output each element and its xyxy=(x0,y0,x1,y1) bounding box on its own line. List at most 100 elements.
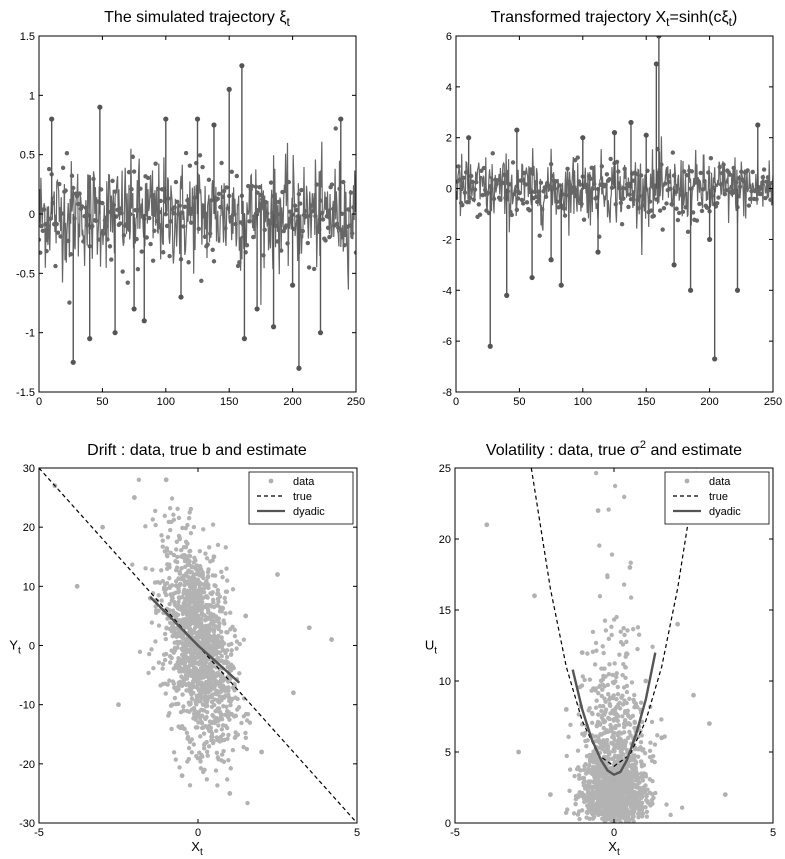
trajectory-marker xyxy=(58,234,63,239)
data-point xyxy=(566,734,571,740)
trajectory-marker xyxy=(670,150,676,155)
data-point xyxy=(619,695,624,700)
data-point xyxy=(170,592,175,597)
data-point xyxy=(217,684,223,689)
data-point xyxy=(241,744,246,750)
data-point xyxy=(606,789,611,795)
trajectory-marker xyxy=(82,213,87,219)
spike-marker xyxy=(687,287,694,293)
data-point xyxy=(197,572,202,577)
data-point xyxy=(649,719,655,725)
plot-data-group xyxy=(484,468,728,823)
data-point xyxy=(620,773,625,779)
data-point xyxy=(652,759,657,765)
data-point xyxy=(209,734,214,739)
data-point xyxy=(617,652,622,657)
data-point xyxy=(171,512,176,517)
data-point xyxy=(615,684,621,690)
trajectory-marker xyxy=(300,228,305,234)
data-point xyxy=(207,545,212,550)
data-point xyxy=(183,564,188,570)
chart-title-superscript: 2 xyxy=(640,439,646,451)
trajectory-marker xyxy=(763,195,768,201)
trajectory-marker xyxy=(709,193,715,199)
x-tick-label: 100 xyxy=(157,396,175,408)
data-point xyxy=(173,757,178,762)
y-tick-label: 0 xyxy=(29,209,35,221)
trajectory-marker xyxy=(678,187,683,192)
data-point xyxy=(209,704,215,709)
data-point xyxy=(182,660,188,666)
trajectory-marker xyxy=(60,165,66,171)
x-axis-label: Xt xyxy=(191,839,203,858)
data-point xyxy=(234,639,240,644)
data-point xyxy=(189,578,194,583)
data-point xyxy=(219,752,225,757)
data-point xyxy=(617,815,623,821)
data-point xyxy=(194,701,199,707)
data-point xyxy=(592,804,598,809)
data-point xyxy=(597,780,603,785)
data-point xyxy=(215,591,220,597)
spike-marker xyxy=(270,324,277,330)
data-point xyxy=(229,648,234,653)
data-point xyxy=(625,770,630,776)
true-curve xyxy=(530,468,698,767)
trajectory-marker xyxy=(100,200,105,206)
data-point xyxy=(206,567,211,572)
trajectory-marker xyxy=(41,207,47,212)
data-point xyxy=(585,651,590,656)
data-point xyxy=(215,697,220,703)
data-point xyxy=(612,483,618,489)
data-point xyxy=(580,674,585,679)
data-point xyxy=(226,732,231,738)
data-point xyxy=(587,757,593,762)
trajectory-marker xyxy=(110,178,115,184)
trajectory-marker xyxy=(540,207,545,212)
data-point xyxy=(609,632,614,638)
trajectory-marker xyxy=(480,192,485,198)
data-point xyxy=(633,765,638,771)
trajectory-marker xyxy=(481,165,487,171)
data-point xyxy=(167,620,173,625)
x-axis-label-subscript: t xyxy=(200,847,203,858)
trajectory-marker xyxy=(235,263,241,269)
trajectory-marker xyxy=(286,179,291,185)
data-point xyxy=(189,569,194,575)
data-point xyxy=(626,721,631,726)
trajectory-marker xyxy=(314,182,319,187)
data-point xyxy=(214,735,219,740)
data-point xyxy=(647,777,652,782)
trajectory-marker xyxy=(534,199,540,205)
data-point xyxy=(206,582,211,588)
data-point xyxy=(164,581,170,586)
data-point xyxy=(228,766,233,771)
data-point xyxy=(178,581,183,587)
data-point xyxy=(199,691,204,696)
data-point xyxy=(239,720,244,726)
data-point xyxy=(597,543,602,548)
trajectory-marker xyxy=(119,211,124,216)
data-point xyxy=(216,641,221,646)
data-point xyxy=(187,510,192,515)
trajectory-marker xyxy=(631,178,636,183)
data-point xyxy=(218,711,223,717)
data-point xyxy=(179,565,184,571)
data-point xyxy=(621,582,627,587)
data-point xyxy=(639,759,644,764)
data-point xyxy=(187,628,192,633)
data-point xyxy=(191,594,197,599)
data-point xyxy=(604,737,610,743)
data-point xyxy=(216,624,222,629)
trajectory-marker xyxy=(265,211,270,216)
trajectory-marker xyxy=(287,209,293,214)
data-point xyxy=(241,714,247,719)
y-tick-label: 10 xyxy=(23,581,35,593)
data-point xyxy=(563,810,569,816)
trajectory-marker xyxy=(592,181,597,187)
data-point xyxy=(213,768,219,773)
data-point xyxy=(211,674,216,680)
data-point xyxy=(173,583,179,588)
trajectory-marker xyxy=(754,197,759,202)
trajectory-marker xyxy=(661,205,667,211)
